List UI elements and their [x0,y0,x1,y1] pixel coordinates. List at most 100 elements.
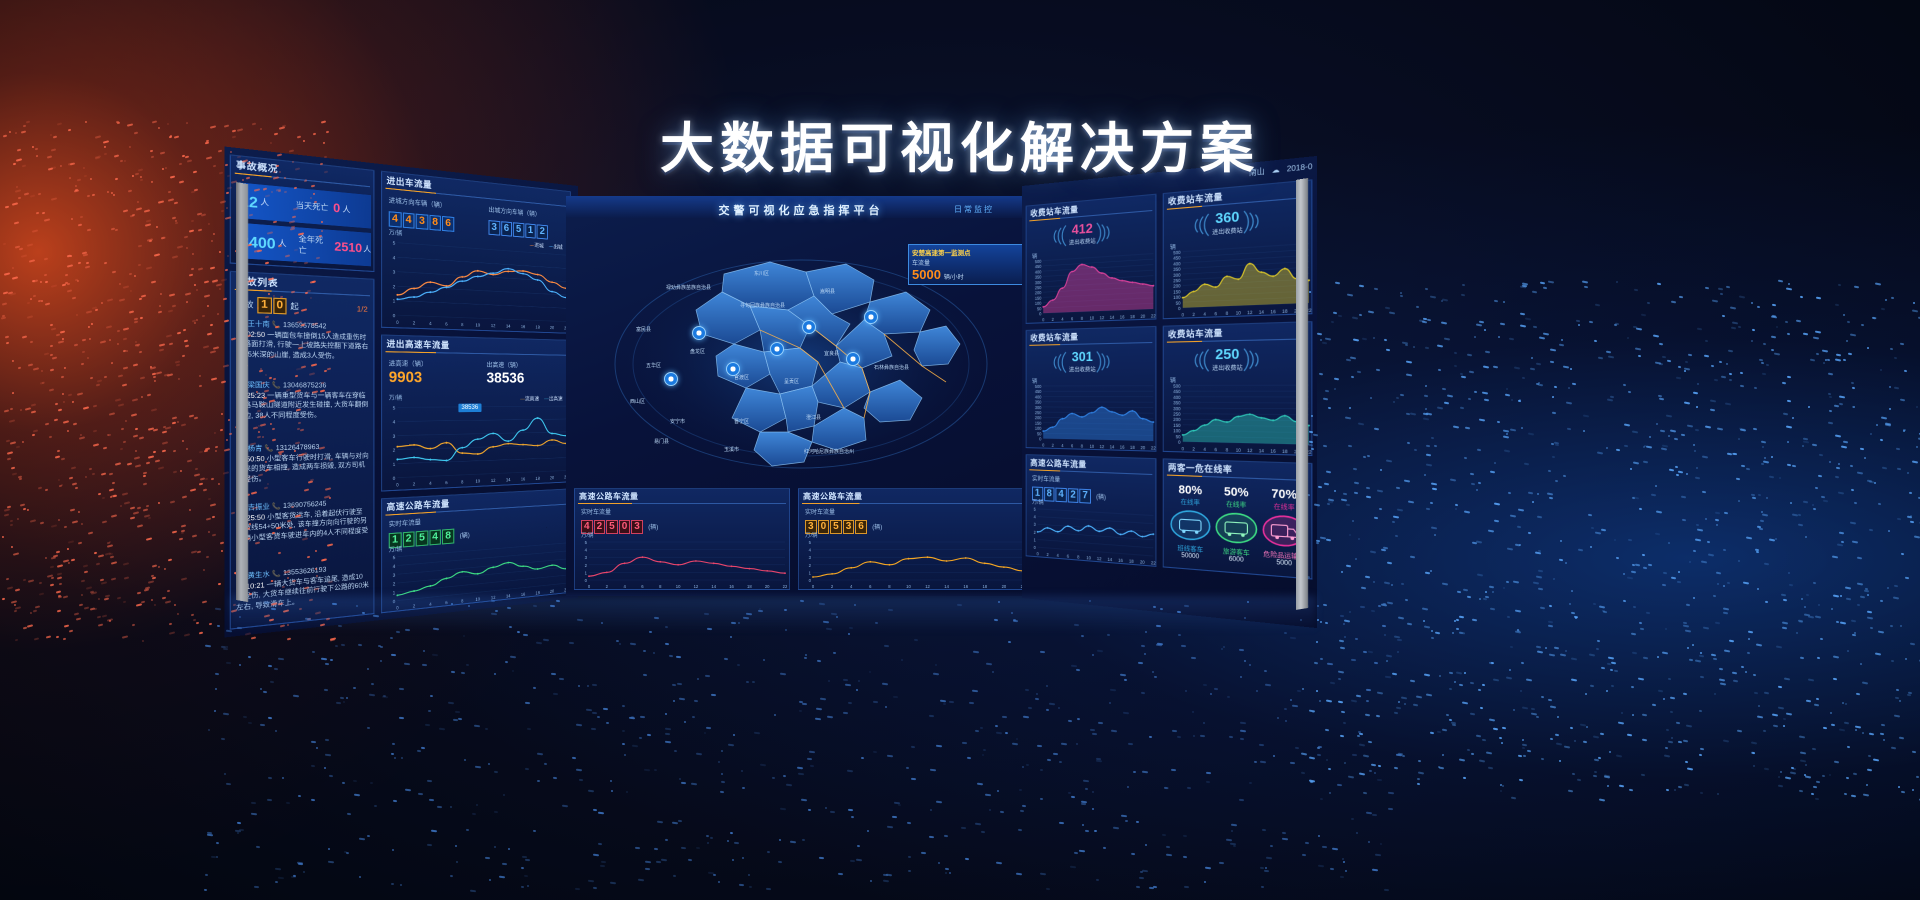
svg-text:0: 0 [585,578,588,583]
svg-text:150: 150 [1173,422,1181,428]
svg-text:0: 0 [1178,439,1181,445]
svg-text:12: 12 [491,478,496,483]
callout-unit: 辆/小时 [944,272,964,281]
svg-text:8: 8 [1226,310,1229,316]
callout-value: 5000 [912,267,941,282]
digit: 0 [818,520,830,534]
toll-badge: 360 进出收费站 [1191,205,1264,241]
map-marker[interactable] [864,310,878,324]
svg-text:250: 250 [1173,277,1181,283]
svg-text:500: 500 [1173,249,1181,255]
svg-text:8: 8 [1081,443,1084,448]
list-pager[interactable]: 1/2 [357,306,368,314]
svg-text:12: 12 [1100,444,1105,450]
svg-text:50: 50 [1037,431,1042,436]
svg-text:2: 2 [413,481,416,486]
toll-value: 250 [1191,345,1264,363]
svg-text:150: 150 [1173,289,1181,295]
metric-label: 实时车流量 [581,507,611,516]
svg-text:0: 0 [588,584,591,589]
svg-text:1: 1 [393,462,396,467]
map-container[interactable]: 禄劝彝族苗族自治县 东川区 寻甸回族彝族自治县 嵩明县 富民县 盘龙区 五华区 … [574,222,1028,484]
svg-text:400: 400 [1173,261,1181,267]
chart-highway-in-out: 0123450246810121416182022 [387,401,569,488]
svg-text:0: 0 [396,320,399,325]
svg-text:2: 2 [1034,529,1037,534]
svg-text:6: 6 [1071,443,1074,448]
svg-text:12: 12 [925,584,930,589]
svg-text:14: 14 [711,584,716,589]
chart-ylabel: 万/辆 [389,393,403,402]
digit: 4 [1056,488,1067,503]
map-marker[interactable] [846,352,860,366]
digit: 4 [429,529,441,545]
svg-text:6: 6 [1071,316,1074,321]
svg-text:400: 400 [1035,394,1042,399]
svg-text:0: 0 [1039,311,1042,316]
svg-text:450: 450 [1173,255,1181,261]
toll-label: 进出收费站 [1051,365,1115,374]
svg-text:2: 2 [393,581,396,587]
svg-text:4: 4 [1061,316,1064,321]
panel-online-rate: 两客一危在线率 80% 在线率 班线客车 50000 50% 在线率 [1163,458,1313,579]
panel-title: 收费站车流量 [1030,331,1078,343]
digit: 5 [606,520,618,534]
svg-text:2: 2 [1052,443,1055,448]
page-title: 大数据可视化解决方案 [0,104,1920,183]
toll-label: 进出收费站 [1191,363,1264,373]
map-region-label: 石林彝族自治县 [874,364,909,371]
svg-text:0: 0 [1037,551,1040,556]
svg-text:10: 10 [475,322,480,327]
map-marker[interactable] [802,320,816,334]
svg-text:20: 20 [1140,445,1146,451]
map-callout[interactable]: 安楚高速第一监测点 车流量 5000 辆/小时 [908,244,1024,285]
panel-toll-station-1: 收费站车流量 412 进出收费站 辆 0 50 100 150 200 250 300 350… [1026,194,1157,324]
svg-text:0: 0 [812,584,815,589]
svg-text:4: 4 [429,321,432,326]
svg-text:100: 100 [1035,301,1042,307]
svg-text:3: 3 [1034,522,1037,527]
svg-text:4: 4 [429,481,432,486]
svg-text:500: 500 [1173,383,1181,389]
mode-tag[interactable]: 日常监控 [954,204,994,215]
wall-edge-right [1296,178,1308,610]
digit: 3 [631,520,643,534]
map-region-label: 禄劝彝族苗族自治县 [666,284,711,291]
svg-text:16: 16 [1120,314,1125,320]
map-marker[interactable] [692,326,706,340]
digit: 4 [389,211,402,227]
metric-value: 9903 [389,368,428,386]
svg-text:16: 16 [1120,444,1125,450]
toll-badge: 412 进出收费站 [1051,217,1115,251]
svg-text:2: 2 [809,563,812,568]
svg-text:18: 18 [1282,448,1288,454]
svg-text:50: 50 [1037,306,1042,311]
svg-text:100: 100 [1173,294,1181,300]
map-marker[interactable] [770,342,784,356]
map-marker[interactable] [664,372,678,386]
panel-toll-station-2: 收费站车流量 360 进出收费站 辆 0 50 100 150 200 250 300 350… [1163,179,1313,319]
svg-text:8: 8 [659,584,662,589]
panel-title: 两客一危在线率 [1168,462,1232,476]
svg-text:0: 0 [1042,442,1045,447]
panel-highway-flow-4: 高速公路车流量 实时车流量 18427 (辆) 万/辆 012345024681… [1026,454,1157,567]
svg-text:1: 1 [393,590,396,596]
digit: 8 [1044,487,1055,502]
svg-text:1: 1 [809,570,812,575]
svg-text:18: 18 [1282,308,1288,314]
map-region-label: 易门县 [654,438,669,445]
map-region-label: 盘龙区 [690,348,705,355]
hero-stage: 大数据可视化解决方案 事故概况 12 人 当天死亡 0 人 3400 人 全年死… [0,0,1920,900]
digit: 3 [843,520,855,534]
digit: 1 [525,223,536,238]
metric-label: 出高速（辆） [486,359,524,369]
digit: 2 [1067,488,1078,503]
svg-text:10: 10 [1236,447,1242,453]
svg-text:12: 12 [694,584,699,589]
stat-sub-unit: 人 [363,244,371,256]
svg-text:6: 6 [869,584,872,589]
wall-edge-left [236,182,248,602]
svg-text:16: 16 [1118,557,1123,563]
svg-text:5: 5 [585,540,588,545]
coach-gauge-icon [1213,508,1260,548]
